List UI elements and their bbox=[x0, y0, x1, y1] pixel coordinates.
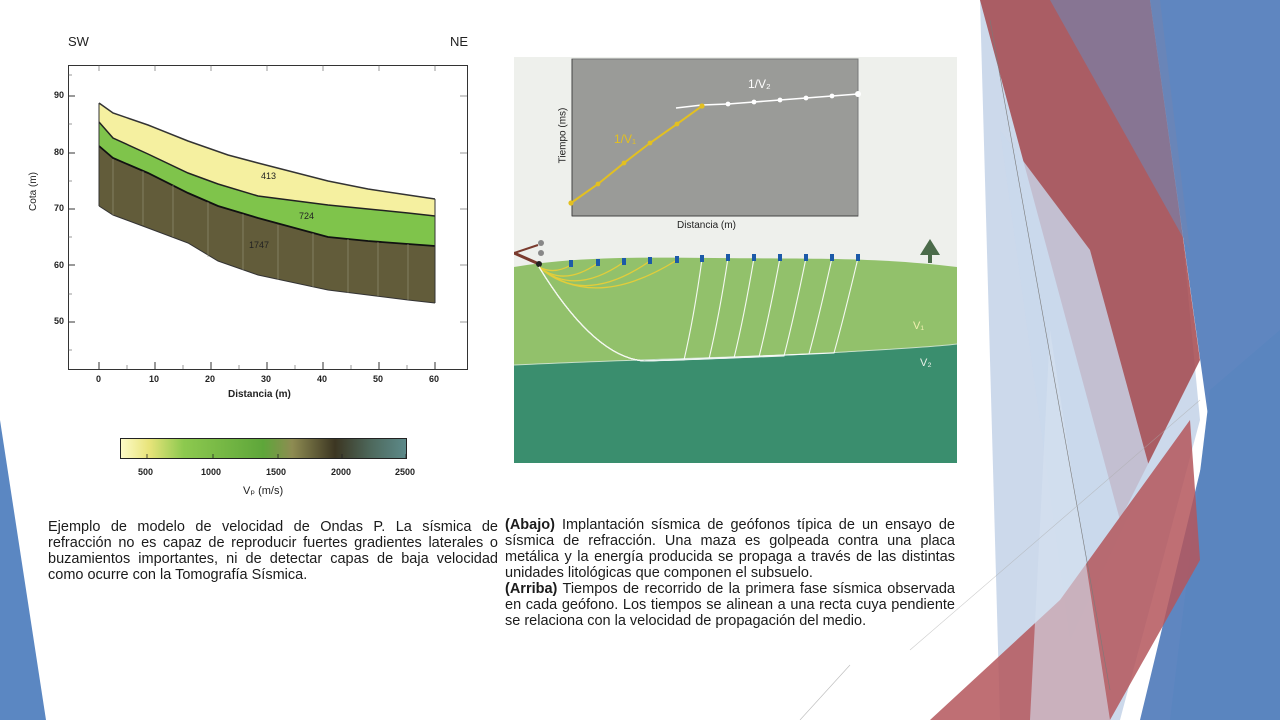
traveltime-y-axis-label: Tiempo (ms) bbox=[557, 107, 569, 164]
direction-ne: NE bbox=[450, 34, 469, 49]
colorbar-tick-label: 2500 bbox=[395, 467, 416, 477]
seismic-refraction-figure bbox=[514, 57, 957, 463]
caption-abajo-text: Implantación sísmica de geófonos típica … bbox=[505, 517, 955, 581]
x-tick-label: 30 bbox=[261, 374, 272, 384]
y-tick-label: 70 bbox=[54, 203, 65, 213]
layer-label-v1: V₁ bbox=[913, 320, 925, 332]
caption-arriba-text: Tiempos de recorrido de la primera fase … bbox=[505, 581, 955, 629]
velocity-model-plot bbox=[68, 65, 468, 370]
caption-left: Ejemplo de modelo de velocidad de Ondas … bbox=[48, 519, 498, 583]
colorbar-tick-label: 1000 bbox=[201, 467, 222, 477]
y-tick-label: 60 bbox=[54, 260, 65, 270]
x-tick-label: 50 bbox=[373, 374, 384, 384]
x-tick-label: 10 bbox=[149, 374, 160, 384]
x-tick-label: 60 bbox=[429, 374, 440, 384]
layer-velocity-label: 724 bbox=[299, 211, 315, 221]
y-axis-label: Cota (m) bbox=[27, 172, 39, 211]
colorbar-label: Vₚ (m/s) bbox=[243, 485, 284, 497]
caption-right: (Abajo) Implantación sísmica de geófonos… bbox=[505, 517, 955, 629]
colorbar-tick-label: 500 bbox=[138, 467, 154, 477]
slope-label-v1: 1/V₁ bbox=[614, 132, 637, 146]
y-tick-label: 80 bbox=[54, 147, 65, 157]
x-tick-label: 40 bbox=[317, 374, 328, 384]
caption-arriba-tag: (Arriba) bbox=[505, 581, 558, 597]
colorbar-tick-label: 2000 bbox=[331, 467, 352, 477]
y-tick-label: 50 bbox=[54, 316, 65, 326]
colorbar-tick-label: 1500 bbox=[266, 467, 287, 477]
direction-sw: SW bbox=[68, 34, 89, 49]
layer-label-v2: V₂ bbox=[920, 357, 932, 369]
x-tick-label: 0 bbox=[96, 374, 102, 384]
caption-abajo-tag: (Abajo) bbox=[505, 517, 555, 533]
layer-velocity-label: 413 bbox=[261, 171, 277, 181]
slope-label-v2: 1/V₂ bbox=[748, 77, 771, 91]
traveltime-x-axis-label: Distancia (m) bbox=[677, 220, 736, 231]
x-tick-label: 20 bbox=[205, 374, 216, 384]
y-tick-label: 90 bbox=[54, 90, 65, 100]
layer-velocity-label: 1747 bbox=[249, 240, 270, 250]
x-axis-label: Distancia (m) bbox=[228, 389, 291, 400]
velocity-colorbar bbox=[120, 438, 407, 459]
